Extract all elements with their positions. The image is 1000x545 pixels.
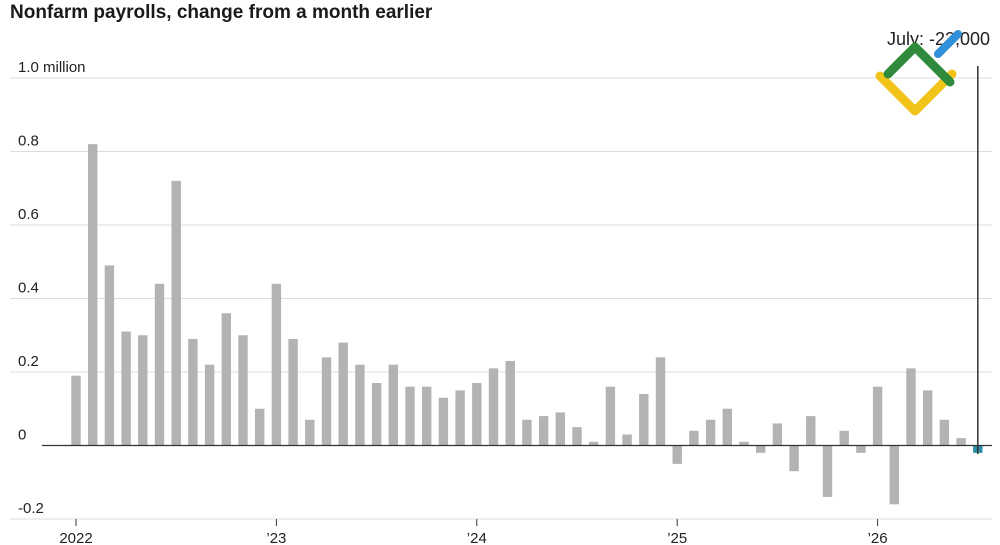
bar bbox=[371, 383, 382, 446]
bar bbox=[689, 430, 699, 446]
bar bbox=[839, 430, 849, 446]
bar bbox=[405, 386, 415, 446]
bar bbox=[204, 364, 215, 446]
callout-label: July: -23,000 bbox=[887, 29, 990, 49]
bar bbox=[739, 441, 749, 446]
x-tick-label: ’24 bbox=[467, 530, 487, 545]
bar bbox=[154, 283, 165, 446]
y-tick-label: 0.8 bbox=[18, 133, 39, 150]
x-tick-label: ’26 bbox=[868, 530, 888, 545]
x-axis-labels: 2022 ’23 ’24 ’25 ’26 bbox=[59, 519, 888, 545]
bar bbox=[321, 357, 332, 446]
bars bbox=[42, 144, 992, 505]
bar bbox=[355, 364, 365, 446]
bar bbox=[856, 445, 866, 453]
bar bbox=[705, 419, 716, 446]
y-tick-label: 1.0 million bbox=[18, 59, 86, 76]
y-tick-label: 0.2 bbox=[18, 353, 39, 370]
bar bbox=[255, 408, 265, 446]
y-tick-label: -0.2 bbox=[18, 500, 44, 517]
bar bbox=[939, 419, 950, 446]
bar bbox=[488, 368, 499, 446]
bar bbox=[605, 386, 616, 446]
y-tick-label: 0.4 bbox=[18, 280, 39, 297]
bar bbox=[388, 364, 398, 446]
bar bbox=[422, 386, 432, 446]
y-axis-labels: 1.0 million 0.8 0.6 0.4 0.2 0 -0.2 bbox=[18, 59, 86, 517]
y-tick-label: 0.6 bbox=[18, 206, 39, 223]
y-tick-label: 0 bbox=[18, 427, 26, 444]
bar bbox=[338, 342, 348, 446]
bar bbox=[505, 360, 515, 446]
bar bbox=[538, 416, 549, 446]
bar bbox=[956, 438, 966, 446]
bar bbox=[455, 390, 465, 446]
bar bbox=[288, 338, 298, 446]
bar bbox=[923, 390, 933, 446]
bar bbox=[789, 445, 799, 472]
bar bbox=[121, 331, 131, 446]
bar bbox=[472, 383, 482, 446]
x-tick-label: ’23 bbox=[266, 530, 286, 545]
bar bbox=[572, 427, 582, 446]
x-tick-label: 2022 bbox=[59, 530, 92, 545]
bar bbox=[104, 265, 115, 446]
chart-title: Nonfarm payrolls, change from a month ea… bbox=[10, 2, 433, 23]
bar bbox=[906, 368, 916, 446]
bar bbox=[438, 397, 449, 446]
bar bbox=[589, 441, 599, 446]
bar bbox=[88, 144, 98, 446]
bar bbox=[872, 386, 883, 446]
bar bbox=[71, 375, 81, 446]
bar bbox=[772, 423, 783, 446]
bar bbox=[522, 419, 532, 446]
bar bbox=[221, 313, 231, 446]
bar bbox=[171, 180, 181, 446]
bar bbox=[555, 412, 565, 446]
bar bbox=[188, 338, 198, 446]
bar bbox=[889, 445, 899, 505]
bar bbox=[305, 419, 315, 446]
bar bbox=[672, 445, 682, 464]
bar bbox=[271, 283, 282, 446]
x-tick-label: ’25 bbox=[667, 530, 687, 545]
brand-logo-icon bbox=[875, 30, 962, 116]
bar bbox=[238, 335, 248, 446]
bar bbox=[756, 445, 766, 453]
bar bbox=[655, 357, 666, 446]
bar bbox=[138, 335, 148, 446]
bar bbox=[822, 445, 833, 497]
bar bbox=[622, 434, 632, 446]
bar bbox=[722, 408, 732, 446]
bar bbox=[806, 416, 816, 446]
bar bbox=[639, 394, 649, 446]
